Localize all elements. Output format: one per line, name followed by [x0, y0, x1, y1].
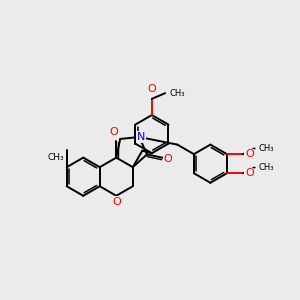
Text: O: O [109, 127, 118, 136]
Text: O: O [245, 149, 254, 159]
Text: O: O [163, 154, 172, 164]
Text: CH₃: CH₃ [169, 88, 184, 98]
Text: N: N [137, 132, 145, 142]
Text: O: O [112, 197, 121, 207]
Text: O: O [245, 168, 254, 178]
Text: CH₃: CH₃ [47, 153, 64, 162]
Text: CH₃: CH₃ [258, 144, 274, 153]
Text: O: O [148, 84, 156, 94]
Text: CH₃: CH₃ [258, 163, 274, 172]
